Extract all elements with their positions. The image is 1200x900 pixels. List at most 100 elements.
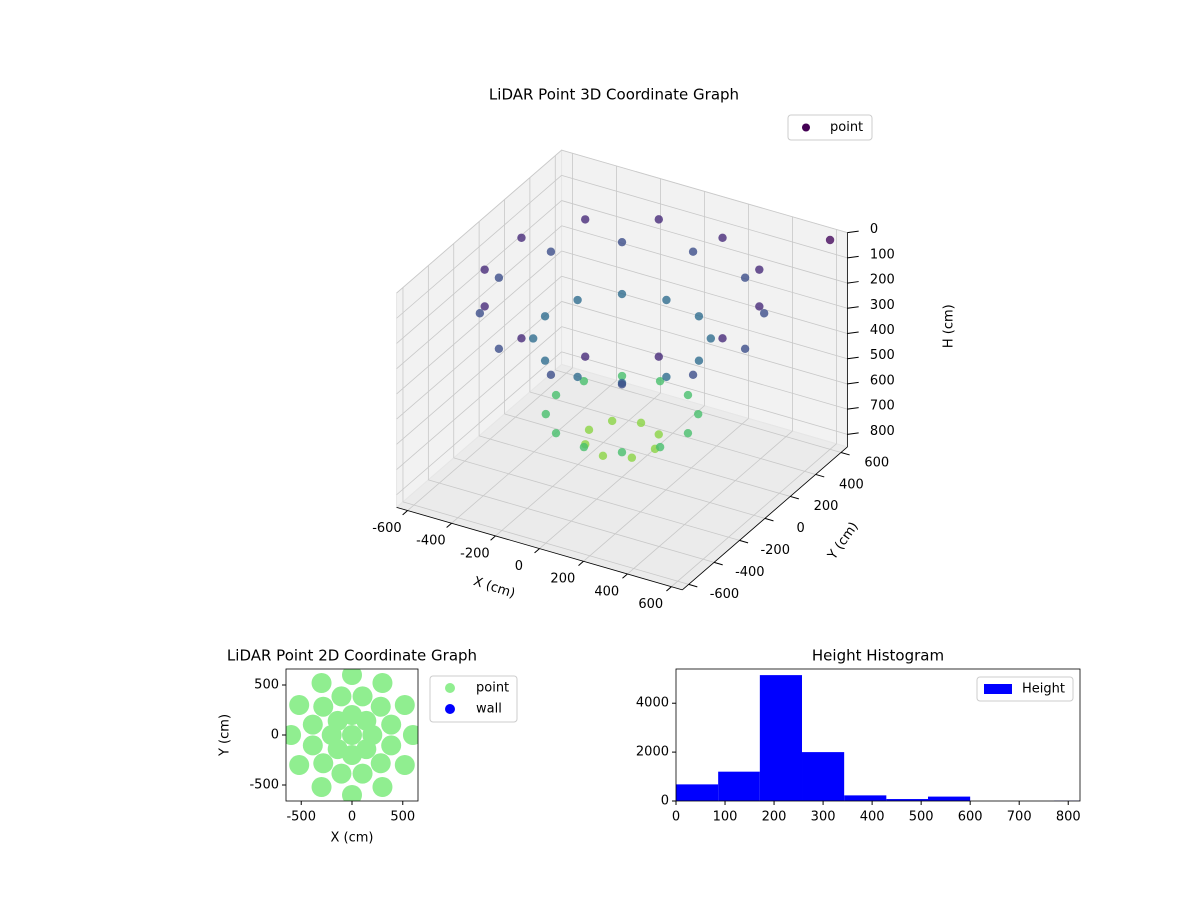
point [327,739,348,760]
y-tick-label: -200 [760,543,790,558]
grid-line [453,457,740,541]
y-tick-label: 400 [839,477,864,492]
tick-mark [847,407,859,410]
point [654,215,663,224]
x-tick-label: 700 [1007,810,1032,825]
grid-line [396,301,562,445]
point [302,714,323,735]
x-tick-label: 600 [958,810,983,825]
x-axis-label: X (cm) [331,831,374,846]
point [331,686,352,707]
bar [844,795,887,801]
point [654,430,663,439]
tick-mark [847,230,859,234]
point [755,302,764,311]
z-tick-label: 400 [870,323,895,338]
bar [759,675,803,801]
point [617,371,627,381]
point [342,725,362,745]
x-tick-label: 500 [390,810,415,825]
point [352,686,373,707]
grid-line [396,200,562,344]
point [342,669,362,685]
x-tick-label: -200 [460,546,490,561]
point [381,714,402,735]
point [759,309,769,318]
x-tick-label: 600 [638,597,663,612]
point [370,753,391,774]
point [313,753,334,774]
y-tick-label: 0 [796,521,804,536]
tick-mark [815,473,825,478]
point [551,428,561,438]
legend-marker [445,683,455,693]
tick-mark [713,561,723,566]
point [475,309,485,318]
point [480,302,489,311]
y-tick-label: 200 [814,499,839,514]
tick-mark [534,548,540,554]
point [573,295,582,305]
z-tick-label: 700 [870,399,895,414]
y-tick-label: -500 [249,778,279,793]
grid-line [561,174,848,259]
x-tick-label: -600 [372,521,402,536]
point [573,372,582,382]
y-tick-label: 500 [254,678,279,693]
x-tick-label: 0 [515,559,523,574]
tick-mark [840,451,850,456]
z-tick-label: 200 [870,273,895,288]
legend-marker [802,123,810,132]
tick-mark [688,583,698,588]
tick-mark [790,495,799,500]
legend-label: Height [1022,682,1065,697]
point [579,376,589,386]
point [528,334,538,343]
point [617,289,627,299]
z-tick-label: 100 [870,247,895,262]
point [584,425,594,435]
grid-line [561,351,848,435]
chart-title: Height Histogram [812,647,944,665]
tick-mark [847,331,859,334]
point [706,334,716,343]
tick-mark [446,522,452,528]
grid-line [396,175,562,319]
y-axis-line [682,446,848,591]
point [683,390,693,400]
tick-mark [578,560,584,566]
x-tick-label: 200 [550,572,575,587]
y-tick-label: 600 [864,455,889,470]
point [662,295,671,305]
point [356,710,377,731]
point [581,352,590,361]
tick-mark [847,356,859,360]
x-axis-line [396,506,683,591]
tick-mark [847,255,859,259]
x-tick-label: 300 [811,810,836,825]
point [694,356,704,365]
z-tick-label: 600 [870,373,895,388]
grid-line [396,149,562,294]
legend-label: point [830,120,863,135]
point [540,356,550,365]
grid-line [561,200,848,284]
point [311,673,332,693]
tick-mark [666,586,672,592]
point [331,763,352,784]
point [327,710,348,731]
point [546,370,556,380]
tick-mark [847,306,859,309]
point [655,376,665,386]
point [356,739,377,760]
bar [802,752,845,801]
point [342,785,362,801]
z-tick-label: 800 [870,424,895,439]
y-tick-label: -400 [735,565,765,580]
grid-line [396,275,562,420]
legend-label: point [476,681,509,696]
point [394,755,415,775]
point [718,334,727,343]
point [688,370,698,380]
grid-line [396,351,562,496]
